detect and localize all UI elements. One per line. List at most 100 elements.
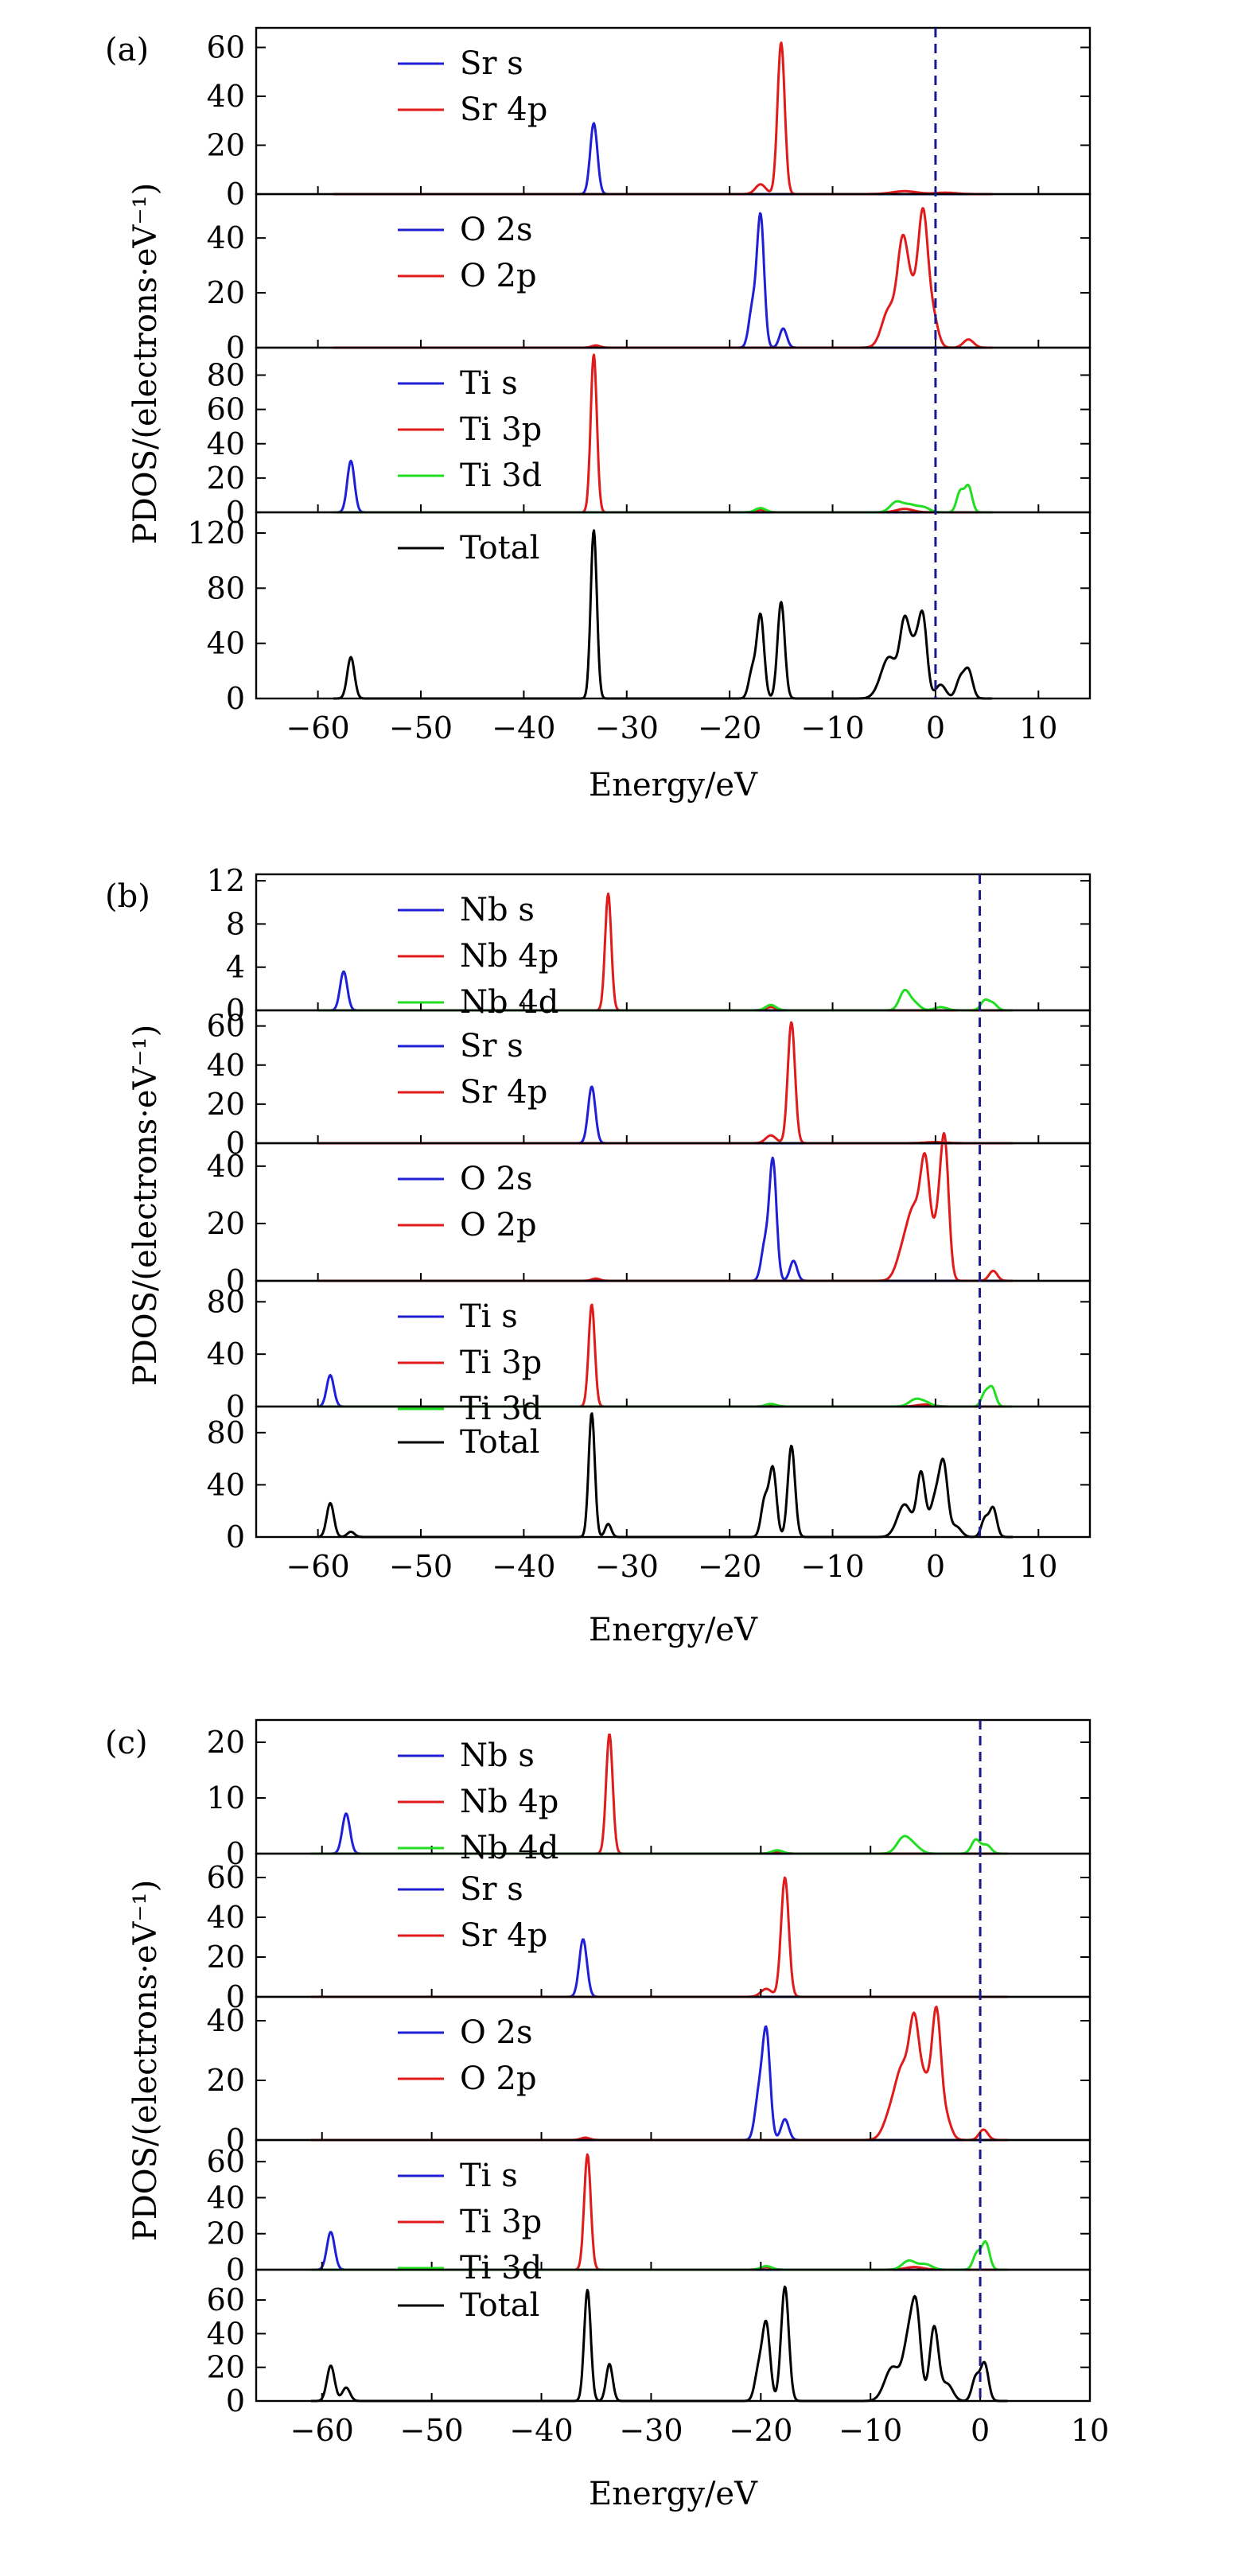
y-tick-label: 0 [226, 681, 245, 716]
y-tick-label: 60 [207, 2144, 245, 2179]
y-tick-label: 20 [207, 2216, 245, 2251]
y-tick-label: 40 [207, 1337, 245, 1372]
y-tick-label: 0 [226, 1263, 245, 1298]
series-curve-ti-3d [310, 2239, 1009, 2271]
axes-frame [255, 1142, 1092, 1282]
legend-label: Nb s [460, 892, 535, 928]
series-curve-o-2p [317, 1131, 1014, 1282]
x-axis-title: Energy/eV [589, 767, 758, 804]
y-tick-label: 12 [207, 863, 245, 898]
y-tick-label: 0 [226, 2383, 245, 2418]
legend-label: Ti 3p [460, 411, 542, 448]
y-tick-label: 20 [207, 2063, 245, 2098]
y-tick-label: 10 [207, 1780, 245, 1815]
y-tick-label: 40 [207, 2316, 245, 2351]
y-tick-label: 4 [226, 950, 245, 985]
y-tick-label: 40 [207, 220, 245, 255]
y-tick-label: 120 [187, 516, 245, 551]
series-curve-ti-3p [333, 353, 993, 514]
y-tick-label: 0 [226, 495, 245, 530]
legend-label: Ti 3d [460, 1391, 542, 1427]
legend-label: O 2s [460, 212, 532, 248]
series-curve-sr-4p [333, 41, 993, 196]
y-tick-label: 80 [207, 1284, 245, 1319]
legend-label: Ti 3d [460, 2250, 542, 2286]
y-tick-label: 0 [226, 993, 245, 1028]
y-tick-label: 40 [207, 2003, 245, 2038]
series-curve-total [317, 1412, 1014, 1539]
x-tick-label: −60 [290, 2413, 354, 2448]
legend-label: Total [460, 2287, 539, 2324]
y-tick-label: 20 [207, 128, 245, 163]
y-tick-label: 20 [207, 1206, 245, 1241]
axes-frame [255, 873, 1092, 1012]
x-tick-label: 10 [1019, 1549, 1057, 1584]
x-tick-label: −40 [492, 710, 555, 745]
y-tick-label: 0 [226, 330, 245, 365]
y-tick-label: 80 [207, 570, 245, 605]
subplot-5: 0 40 80 Total [207, 1405, 1092, 1555]
x-tick-label: 0 [926, 710, 945, 745]
subplot-2: 0 20 40 60 Sr s Sr 4p [207, 1009, 1092, 1161]
x-tick-label: −20 [698, 1549, 761, 1584]
x-tick-label: −60 [286, 710, 350, 745]
series-curve-o-2s [333, 212, 993, 349]
panel-b: (b) 0 4 8 12 Nb s Nb 4p Nb 4d 0 20 40 60 Sr s Sr 4p 0 2… [105, 863, 1092, 1648]
x-tick-label: −50 [400, 2413, 464, 2448]
x-tick-label: −30 [595, 710, 659, 745]
x-tick-label: −30 [619, 2413, 683, 2448]
subplot-4: 0 40 80 120 Total [187, 511, 1092, 716]
y-tick-label: 8 [226, 906, 245, 941]
y-tick-label: 0 [226, 2252, 245, 2287]
y-tick-label: 60 [207, 1009, 245, 1044]
subplot-1: 0 20 40 60 Sr s Sr 4p [207, 26, 1092, 212]
series-curve-nb-4d [317, 988, 1014, 1012]
x-tick-label: −10 [800, 1549, 864, 1584]
axes-frame [255, 511, 1092, 700]
x-axis-title: Energy/eV [589, 2476, 758, 2512]
y-tick-label: 60 [207, 392, 245, 427]
legend-label: Sr 4p [460, 1917, 547, 1954]
y-tick-label: 80 [207, 358, 245, 393]
axes-frame [255, 26, 1092, 196]
axes-frame [255, 2268, 1092, 2403]
y-tick-label: 60 [207, 1860, 245, 1895]
panel-label: (a) [105, 32, 149, 68]
legend-label: O 2s [460, 2014, 532, 2051]
y-tick-label: 60 [207, 30, 245, 65]
legend-label: O 2p [460, 258, 537, 294]
y-tick-label: 20 [207, 1725, 245, 1760]
y-tick-label: 0 [226, 2123, 245, 2158]
axes-frame [255, 1405, 1092, 1539]
y-tick-label: 40 [207, 2180, 245, 2215]
series-curve-ti-3d [333, 483, 993, 514]
subplot-3: 0 20 40 O 2s O 2p [207, 1995, 1092, 2158]
legend-label: Sr 4p [460, 1074, 547, 1111]
series-curve-o-2p [310, 2006, 1009, 2142]
legend-label: Ti s [460, 2158, 518, 2194]
x-tick-label: 0 [971, 2413, 990, 2448]
series-curve-ti-3p [310, 2153, 1009, 2271]
y-axis-title: PDOS/(electrons·eV⁻¹) [127, 1880, 164, 2241]
panel-label: (c) [105, 1725, 148, 1761]
x-tick-label: 10 [1071, 2413, 1109, 2448]
y-tick-label: 60 [207, 2282, 245, 2317]
x-tick-label: −40 [492, 1549, 555, 1584]
x-tick-label: −20 [729, 2413, 792, 2448]
x-tick-label: −50 [389, 1549, 453, 1584]
legend-label: Ti 3p [460, 1344, 542, 1381]
y-tick-label: 20 [207, 1087, 245, 1122]
axes-frame [255, 1852, 1092, 1998]
legend-label: Sr 4p [460, 91, 547, 128]
axes-frame [255, 1009, 1092, 1145]
subplot-1: 0 4 8 12 Nb s Nb 4p Nb 4d [207, 863, 1092, 1028]
x-tick-label: 0 [926, 1549, 945, 1584]
y-tick-label: 40 [207, 1900, 245, 1935]
y-axis-title: PDOS/(electrons·eV⁻¹) [127, 183, 164, 544]
x-tick-label: −10 [800, 710, 864, 745]
legend-label: Nb 4p [460, 938, 558, 975]
y-tick-label: 0 [226, 1520, 245, 1555]
